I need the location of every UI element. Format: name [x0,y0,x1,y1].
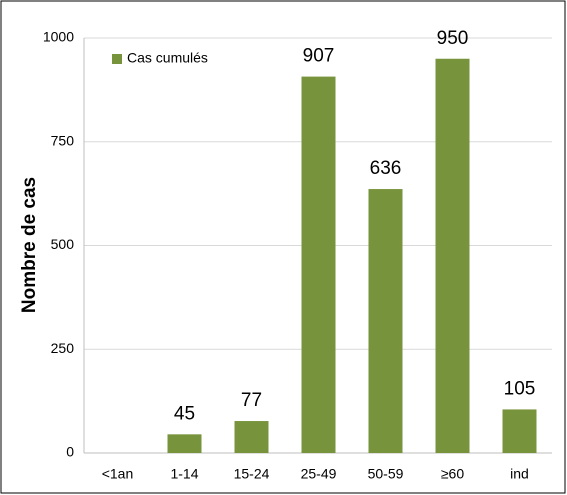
y-tick-label: 500 [51,236,75,252]
bar [234,421,269,453]
x-tick-label: ind [510,466,529,482]
value-label: 77 [241,390,262,411]
x-tick-label: 15-24 [234,466,270,482]
y-tick-label: 250 [51,340,75,356]
y-tick-label: 1000 [43,29,74,45]
x-tick-label: ≥60 [441,466,464,482]
value-label: 907 [303,46,335,67]
x-tick-label: 25-49 [301,466,337,482]
y-axis-title: Nombre de cas [19,177,40,313]
bar [167,434,202,453]
y-tick-label: 750 [51,132,75,148]
y-tick-label: 0 [66,444,74,460]
value-label: 45 [174,403,195,424]
legend-swatch [112,54,122,64]
value-label: 636 [370,158,402,179]
bar [435,58,470,453]
value-label: 950 [437,28,469,49]
bar [502,409,537,453]
x-tick-label: 50-59 [368,466,404,482]
x-tick-label: <1an [102,466,134,482]
legend-label: Cas cumulés [127,50,208,66]
value-label: 105 [504,378,536,399]
bar [368,189,403,453]
x-tick-label: 1-14 [170,466,198,482]
bar [301,76,336,453]
